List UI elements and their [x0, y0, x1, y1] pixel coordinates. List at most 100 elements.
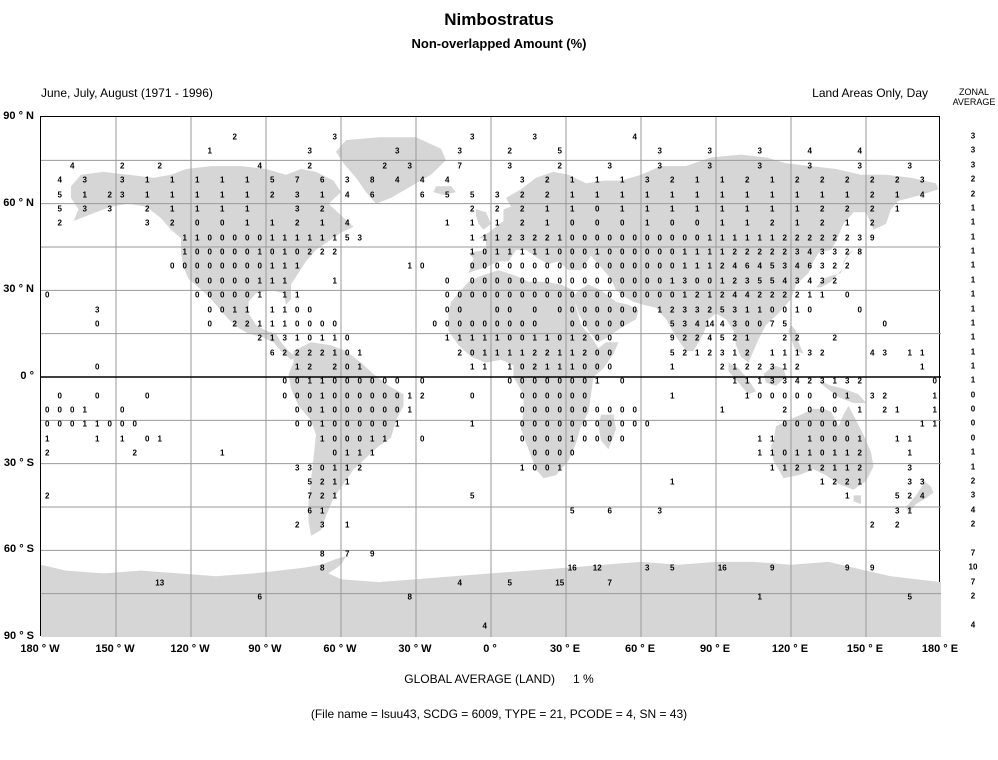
grid-value: 0	[57, 391, 62, 401]
global-average: GLOBAL AVERAGE (LAND) 1 %	[0, 672, 998, 686]
grid-value: 0	[570, 376, 575, 386]
grid-value: 8	[370, 175, 375, 185]
grid-value: 0	[245, 290, 250, 300]
grid-value: 2	[870, 204, 875, 214]
grid-value: 1	[745, 333, 750, 343]
grid-value: 1	[245, 218, 250, 228]
grid-value: 0	[820, 405, 825, 415]
grid-value: 0	[257, 233, 262, 243]
grid-value: 2	[795, 362, 800, 372]
zonal-average-value: 2	[970, 519, 976, 529]
grid-value: 1	[932, 391, 937, 401]
grid-value: 2	[295, 520, 300, 530]
grid-value: 0	[245, 261, 250, 271]
grid-value: 2	[807, 233, 812, 243]
grid-value: 0	[457, 290, 462, 300]
grid-value: 0	[245, 233, 250, 243]
grid-value: 0	[207, 305, 212, 314]
grid-value: 4	[920, 190, 925, 200]
grid-value: 2	[232, 132, 237, 142]
grid-value: 2	[732, 333, 737, 343]
grid-value: 0	[620, 376, 625, 386]
grid-value: 3	[707, 161, 712, 171]
grid-value: 3	[107, 204, 112, 214]
grid-value: 9	[670, 333, 675, 343]
grid-value: 1	[270, 261, 275, 271]
grid-value: 0	[220, 261, 225, 271]
grid-value: 1	[745, 204, 750, 214]
grid-value: 2	[820, 204, 825, 214]
grid-value: 2	[145, 204, 150, 214]
grid-value: 2	[582, 333, 587, 343]
grid-value: 1	[720, 175, 725, 185]
grid-value: 0	[845, 290, 850, 300]
grid-value: 8	[320, 563, 325, 573]
grid-value: 0	[582, 305, 587, 314]
grid-value: 0	[695, 276, 700, 286]
grid-value: 0	[70, 405, 75, 415]
grid-value: 0	[495, 276, 500, 286]
grid-value: 1	[720, 204, 725, 214]
grid-value: 1	[907, 348, 912, 358]
lon-tick-label: 30 ° W	[398, 643, 432, 655]
grid-value: 3	[895, 506, 900, 516]
grid-value: 4	[920, 491, 925, 501]
grid-value: 0	[682, 233, 687, 243]
lon-tick-label: 0 °	[483, 643, 497, 655]
grid-value: 0	[95, 319, 100, 329]
grid-value: 2	[770, 218, 775, 228]
grid-value: 0	[395, 376, 400, 386]
grid-value: 4	[720, 319, 725, 329]
grid-value: 0	[507, 305, 512, 314]
grid-value: 0	[470, 319, 475, 329]
grid-value: 1	[770, 448, 775, 458]
grid-value: 0	[370, 405, 375, 415]
grid-value: 0	[607, 290, 612, 300]
grid-value: 2	[532, 362, 537, 372]
grid-value: 2	[232, 319, 237, 329]
grid-value: 0	[532, 434, 537, 444]
grid-value: 0	[782, 448, 787, 458]
land-shape	[816, 249, 854, 288]
grid-value: 2	[732, 276, 737, 286]
grid-value: 0	[207, 319, 212, 329]
grid-value: 1	[832, 463, 837, 473]
grid-value: 0	[770, 305, 775, 314]
grid-value: 0	[582, 247, 587, 257]
grid-value: 0	[520, 391, 525, 401]
grid-value: 0	[595, 218, 600, 228]
grid-value: 2	[307, 348, 312, 358]
grid-value: 0	[620, 218, 625, 228]
grid-value: 9	[370, 549, 375, 559]
grid-value: 1	[757, 376, 762, 386]
grid-value: 1	[695, 348, 700, 358]
land-shape	[771, 405, 874, 490]
grid-value: 0	[282, 391, 287, 401]
grid-value: 0	[532, 376, 537, 386]
grid-value: 4	[807, 276, 812, 286]
grid-value: 1	[207, 146, 212, 156]
grid-value: 7	[457, 161, 462, 171]
grid-value: 0	[507, 376, 512, 386]
zonal-average-value: 3	[970, 490, 976, 500]
grid-value: 0	[357, 376, 362, 386]
grid-value: 1	[570, 362, 575, 372]
grid-value: 2	[782, 405, 787, 415]
grid-value: 1	[95, 419, 100, 429]
grid-value: 1	[395, 419, 400, 429]
grid-value: 1	[307, 233, 312, 243]
grid-value: 3	[657, 146, 662, 156]
grid-value: 0	[607, 348, 612, 358]
grid-value: 3	[720, 348, 725, 358]
grid-value: 0	[520, 434, 525, 444]
grid-value: 0	[570, 276, 575, 286]
grid-value: 0	[532, 305, 537, 314]
grid-value: 3	[907, 477, 912, 487]
grid-value: 0	[570, 290, 575, 300]
grid-value: 0	[807, 305, 812, 314]
grid-value: 0	[520, 319, 525, 329]
grid-value: 1	[745, 376, 750, 386]
grid-value: 5	[507, 578, 512, 588]
grid-value: 0	[482, 261, 487, 271]
